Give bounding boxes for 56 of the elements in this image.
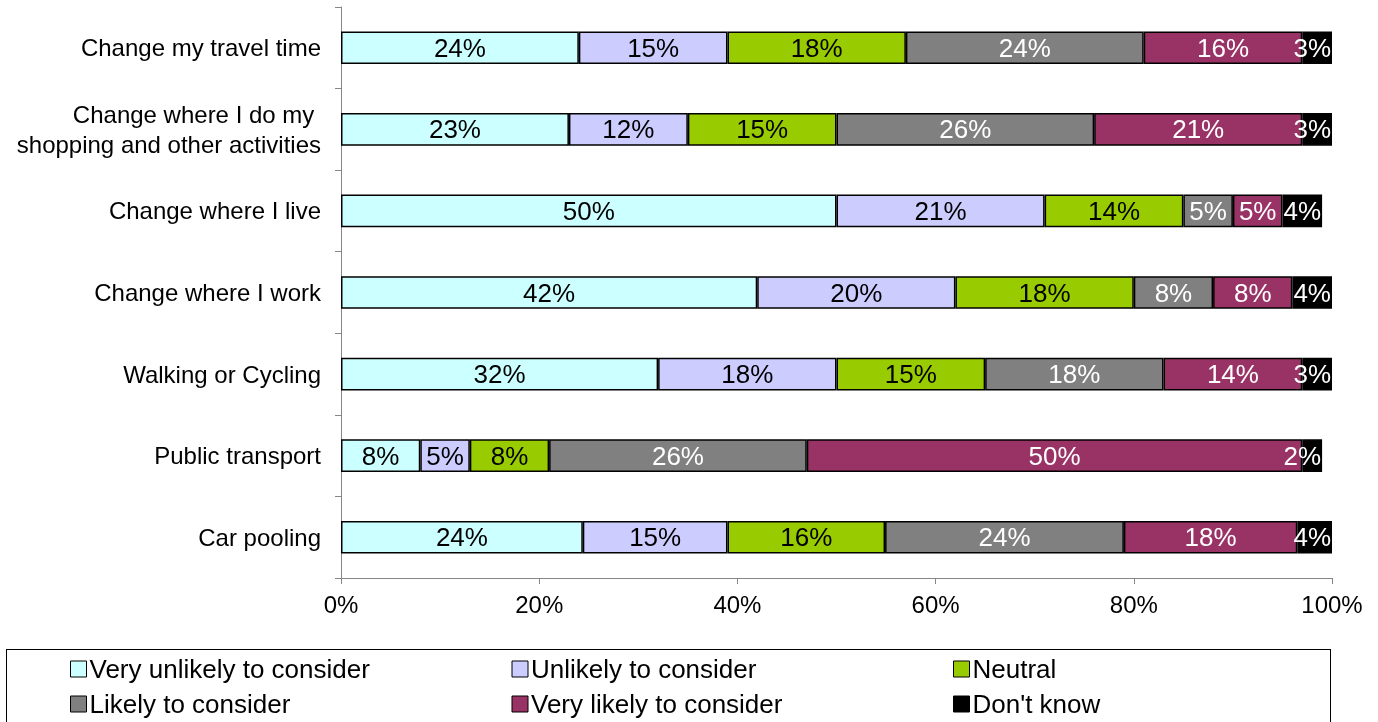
y-tick-label: Walking or Cycling	[123, 360, 321, 388]
data-label: 4%	[1293, 277, 1331, 308]
data-label: 15%	[627, 32, 680, 63]
y-tick-label: Car pooling	[198, 523, 321, 551]
data-label: 24%	[435, 522, 488, 553]
data-label: 42%	[523, 277, 576, 308]
data-label: 8%	[1233, 277, 1272, 308]
data-label: 16%	[780, 522, 833, 553]
legend-label: Very likely to consider	[531, 689, 783, 719]
legend-label: Don't know	[972, 689, 1101, 719]
y-tick-label: Change my travel time	[80, 34, 321, 62]
data-label: 24%	[998, 32, 1051, 63]
data-label: 8%	[361, 440, 400, 471]
x-tick-label: 40%	[713, 590, 762, 618]
data-label: 4%	[1283, 195, 1322, 226]
data-label: 32%	[473, 359, 526, 390]
data-label: 8%	[1154, 277, 1193, 308]
data-label: 18%	[1048, 359, 1101, 390]
x-tick-label: 0%	[323, 590, 359, 618]
y-tick-label: Public transport	[154, 442, 322, 470]
data-label: 21%	[1172, 114, 1225, 145]
x-tick-label: 60%	[911, 590, 960, 618]
data-label: 21%	[914, 195, 967, 226]
y-tick-label: Change where I do my shopping and other activities	[16, 100, 321, 158]
data-label: 8%	[490, 440, 529, 471]
data-label: 23%	[428, 114, 481, 145]
legend-label: Neutral	[972, 654, 1057, 684]
data-label: 50%	[1028, 440, 1081, 471]
data-label: 24%	[978, 522, 1031, 553]
y-tick-label: Change where I live	[108, 197, 321, 225]
data-label: 5%	[426, 440, 464, 471]
data-label: 15%	[884, 359, 937, 390]
legend-label: Likely to consider	[89, 689, 291, 719]
data-label: 14%	[1206, 359, 1259, 390]
data-label: 14%	[1087, 195, 1140, 226]
data-label: 20%	[830, 277, 883, 308]
data-label: 24%	[433, 32, 486, 63]
legend-label: Very unlikely to consider	[89, 654, 371, 684]
data-label: 50%	[562, 195, 615, 226]
data-label: 26%	[939, 114, 992, 145]
data-label: 5%	[1238, 195, 1277, 226]
data-label: 18%	[1184, 522, 1237, 553]
data-label: 5%	[1189, 195, 1227, 226]
data-label: 15%	[736, 114, 789, 145]
x-tick-label: 80%	[1109, 590, 1158, 618]
x-tick-label: 20%	[515, 590, 564, 618]
data-label: 26%	[651, 440, 704, 471]
data-label: 18%	[721, 359, 774, 390]
y-tick-label: Change where I work	[94, 279, 322, 306]
data-label: 18%	[1018, 277, 1071, 308]
legend-label: Unlikely to consider	[531, 654, 757, 684]
x-tick-label: 100%	[1301, 590, 1363, 618]
data-label: 18%	[790, 32, 843, 63]
data-label: 12%	[602, 114, 655, 145]
data-label: 15%	[629, 522, 682, 553]
data-label: 16%	[1196, 32, 1250, 63]
